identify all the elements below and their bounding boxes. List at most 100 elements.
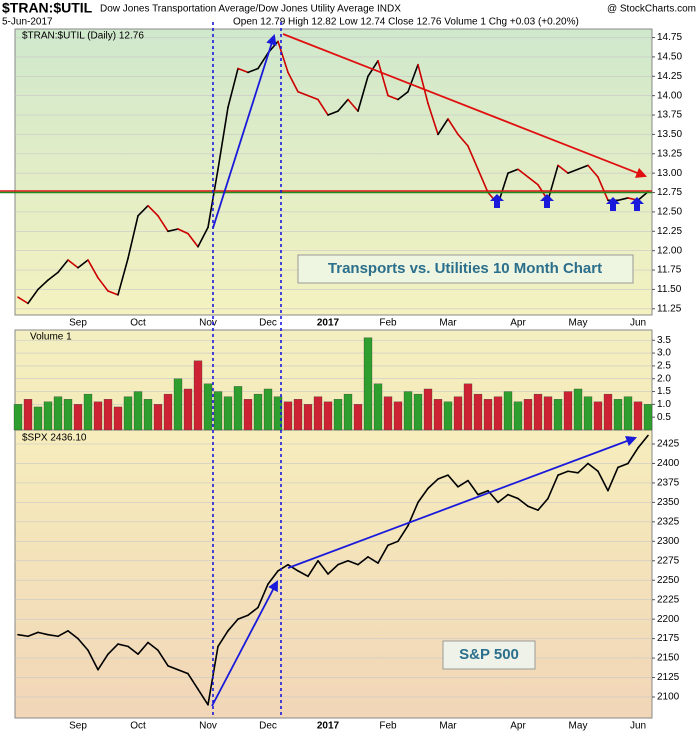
line-segment [577, 462, 589, 474]
line-segment [597, 176, 609, 202]
bar [393, 401, 403, 431]
line-segment [317, 98, 329, 116]
line-segment [327, 563, 339, 575]
line-segment [277, 563, 289, 572]
line-segment [447, 474, 459, 488]
line-segment [337, 559, 349, 566]
line-segment [447, 118, 459, 136]
y-tick-label: 2125 [657, 672, 680, 683]
x-tick-label: Apr [510, 318, 526, 329]
bar [513, 401, 523, 431]
line-segment [297, 90, 309, 97]
line-segment [337, 98, 349, 112]
bar [483, 399, 493, 431]
y-tick-label: 2275 [657, 555, 680, 566]
description: Dow Jones Transportation Average/Dow Jon… [100, 4, 401, 15]
y-tick-label: 2150 [657, 653, 680, 664]
y-tick-label: 2.0 [657, 373, 671, 384]
x-tick-label: Dec [259, 318, 277, 329]
bar [573, 388, 583, 431]
line-segment [297, 570, 309, 578]
bar [83, 393, 93, 431]
line-segment [547, 474, 559, 500]
line-segment [387, 94, 399, 101]
line-segment [527, 505, 539, 511]
line-segment [307, 559, 319, 578]
bar [633, 401, 643, 431]
bar [453, 396, 463, 431]
y-tick-label: 12.25 [657, 226, 682, 237]
bar [533, 393, 543, 431]
y-tick-label: 14.00 [657, 90, 682, 101]
x-tick-label: May [569, 721, 588, 732]
x-tick-label: 2017 [317, 318, 340, 329]
line-segment [507, 168, 519, 174]
line-segment [47, 271, 59, 281]
legend: $TRAN:$UTIL (Daily) 12.76 [22, 31, 144, 42]
line-segment [427, 478, 439, 490]
line-segment [547, 164, 559, 202]
line-segment [287, 71, 299, 93]
line-segment [177, 228, 189, 235]
bar [323, 401, 333, 431]
line-segment [437, 118, 449, 136]
line-segment [407, 63, 419, 93]
bar [343, 393, 353, 431]
y-tick-label: 12.00 [657, 245, 682, 256]
bar [373, 383, 383, 431]
line-segment [467, 479, 479, 496]
y-tick-label: 2350 [657, 497, 680, 508]
line-segment [257, 52, 269, 70]
y-tick-label: 11.50 [657, 284, 682, 295]
x-tick-label: Mar [439, 721, 457, 732]
line-segment [207, 645, 219, 706]
line-segment [617, 462, 629, 469]
line-segment [147, 641, 159, 652]
line-segment [347, 98, 359, 112]
x-tick-label: Jun [630, 721, 646, 732]
bar [643, 404, 653, 431]
y-tick-label: 13.00 [657, 168, 682, 179]
line-segment [197, 688, 209, 706]
y-tick-label: 12.75 [657, 187, 682, 198]
bar [273, 396, 283, 431]
line-segment [187, 232, 199, 248]
line-segment [107, 290, 119, 296]
x-tick-label: Nov [199, 318, 217, 329]
y-tick-label: 13.50 [657, 129, 682, 140]
line-segment [27, 288, 39, 305]
x-tick-label: Oct [130, 318, 146, 329]
legend: $SPX 2436.10 [22, 433, 87, 444]
line-segment [577, 164, 589, 171]
symbol: $TRAN:$UTIL [2, 0, 93, 16]
y-tick-label: 1.5 [657, 386, 671, 397]
bar [173, 378, 183, 431]
bar [133, 391, 143, 431]
y-tick-label: 11.25 [657, 303, 682, 314]
bar [33, 406, 43, 431]
panel-3 [14, 429, 653, 719]
line-segment [17, 633, 29, 638]
bar [313, 396, 323, 431]
y-tick-label: 14.75 [657, 32, 682, 43]
line-segment [637, 434, 649, 449]
y-tick-label: 11.75 [657, 265, 682, 276]
line-segment [567, 168, 579, 174]
line-segment [607, 466, 619, 492]
y-tick-label: 0.5 [657, 412, 671, 423]
line-segment [77, 637, 89, 652]
line-segment [587, 164, 599, 178]
line-segment [167, 665, 179, 671]
x-tick-label: Dec [259, 721, 277, 732]
line-segment [617, 197, 629, 202]
bar [403, 391, 413, 431]
line-segment [327, 110, 339, 116]
bar [413, 393, 423, 431]
bar [613, 399, 623, 431]
quote: Open 12.79 High 12.82 Low 12.74 Close 12… [233, 17, 579, 28]
bar [123, 396, 133, 431]
bar [233, 386, 243, 431]
line-segment [247, 67, 259, 74]
bar [583, 396, 593, 431]
y-tick-label: 2425 [657, 439, 680, 450]
